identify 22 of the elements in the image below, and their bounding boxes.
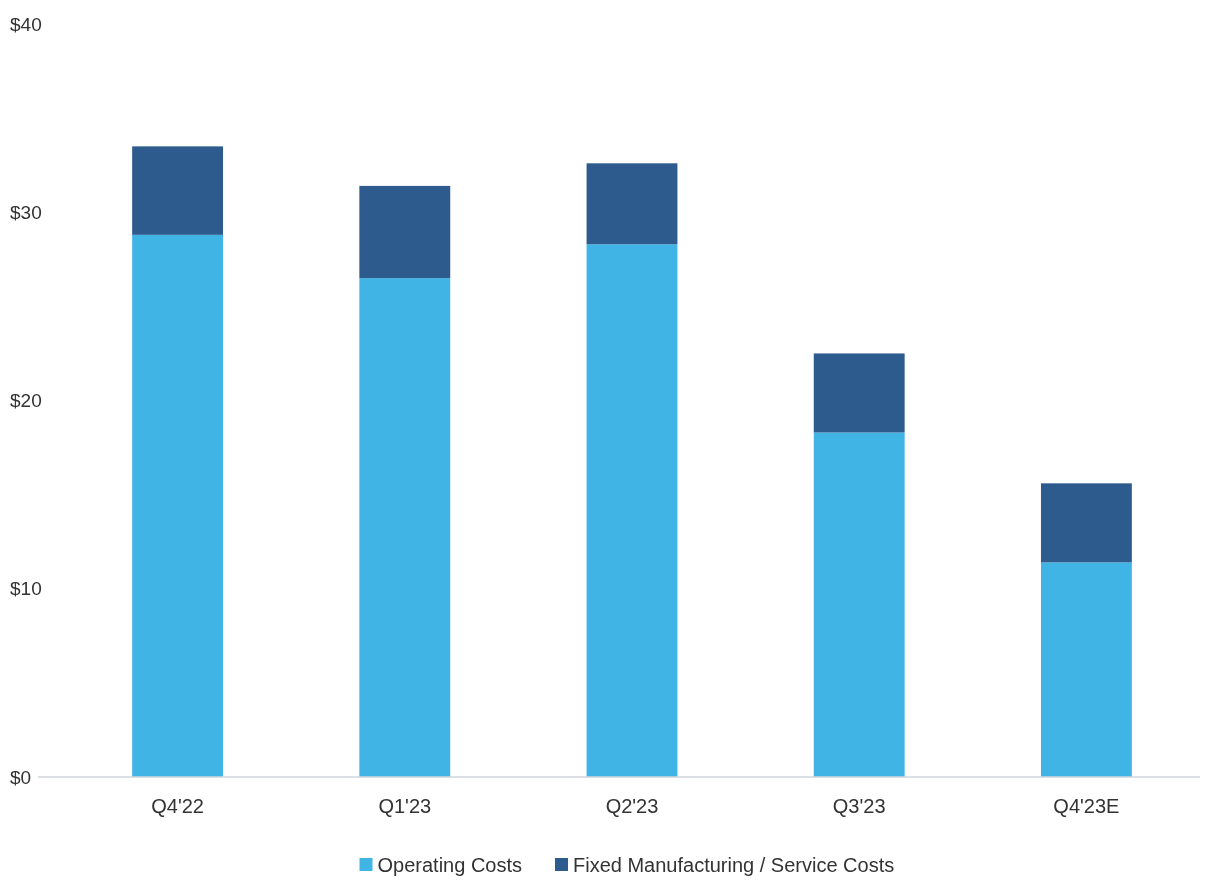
legend-label: Fixed Manufacturing / Service Costs xyxy=(573,854,895,876)
bar xyxy=(132,146,224,235)
bar xyxy=(813,432,905,777)
bar xyxy=(1040,483,1132,563)
bar xyxy=(586,244,678,777)
x-tick-label: Q3'23 xyxy=(832,795,886,817)
bar xyxy=(359,185,451,279)
y-tick-label: $40 xyxy=(10,13,42,35)
y-tick-label: $10 xyxy=(10,578,42,600)
legend-label: Operating Costs xyxy=(377,854,523,876)
y-tick-label: $30 xyxy=(10,201,42,223)
bar xyxy=(813,353,905,433)
x-tick-label: Q1'23 xyxy=(378,795,432,817)
bar xyxy=(359,278,451,777)
bar xyxy=(1040,562,1132,777)
x-tick-label: Q4'22 xyxy=(151,795,204,817)
x-tick-label: Q2'23 xyxy=(605,795,659,817)
bar xyxy=(132,234,224,777)
y-tick-label: $0 xyxy=(10,766,32,788)
x-tick-label: Q4'23E xyxy=(1053,795,1120,817)
bar xyxy=(586,163,678,245)
y-tick-label: $20 xyxy=(10,390,42,412)
